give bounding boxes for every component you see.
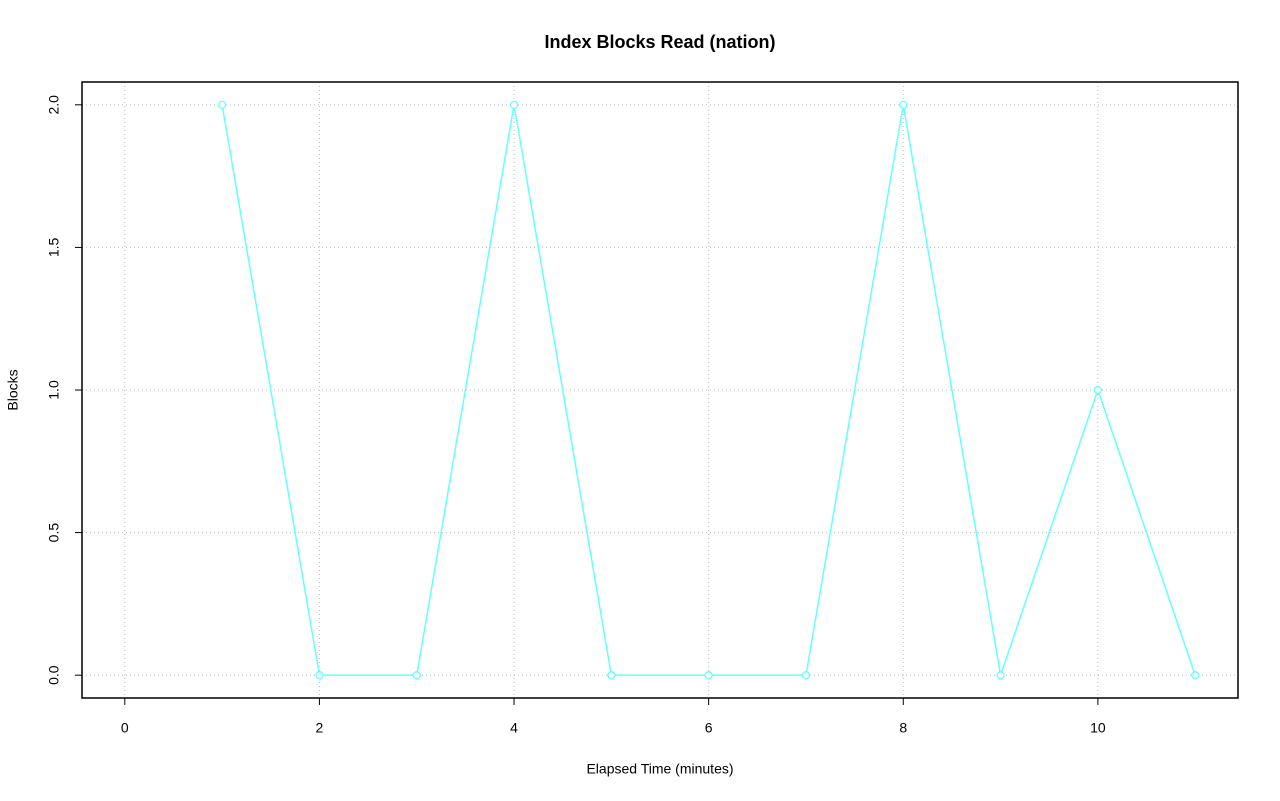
x-tick-label: 2 <box>316 720 324 736</box>
y-tick-label: 1.0 <box>46 380 62 400</box>
data-point <box>801 671 811 680</box>
data-point <box>509 100 519 109</box>
x-tick-label: 6 <box>705 720 713 736</box>
plot-frame <box>81 81 1239 699</box>
y-tick-label: 1.5 <box>46 237 62 257</box>
data-point <box>607 671 616 680</box>
data-point <box>412 671 421 680</box>
data-point <box>899 100 908 109</box>
y-tick-label: 0.0 <box>46 665 62 685</box>
x-tick-label: 0 <box>121 720 129 736</box>
y-tick-label: 0.5 <box>46 523 62 543</box>
data-point <box>217 100 227 109</box>
x-tick-label: 4 <box>510 720 518 736</box>
data-point <box>315 671 324 680</box>
chart-title: Index Blocks Read (nation) <box>544 32 775 52</box>
x-tick-label: 8 <box>899 720 907 736</box>
data-point <box>996 671 1005 680</box>
data-point <box>704 671 713 680</box>
data-point <box>1191 671 1200 680</box>
x-axis-label: Elapsed Time (minutes) <box>586 761 733 777</box>
y-axis-label: Blocks <box>5 369 21 410</box>
data-point <box>1093 385 1103 395</box>
x-tick-label: 10 <box>1090 720 1106 736</box>
y-tick-label: 2.0 <box>46 95 62 115</box>
